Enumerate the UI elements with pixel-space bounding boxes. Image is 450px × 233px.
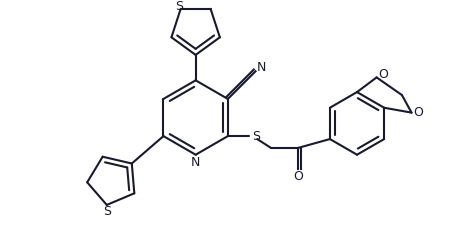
Text: S: S — [103, 205, 111, 218]
Text: N: N — [256, 61, 266, 74]
Text: O: O — [414, 106, 423, 119]
Text: N: N — [191, 156, 200, 169]
Text: O: O — [378, 68, 388, 81]
Text: O: O — [293, 170, 303, 183]
Text: S: S — [252, 130, 260, 143]
Text: S: S — [175, 0, 183, 14]
